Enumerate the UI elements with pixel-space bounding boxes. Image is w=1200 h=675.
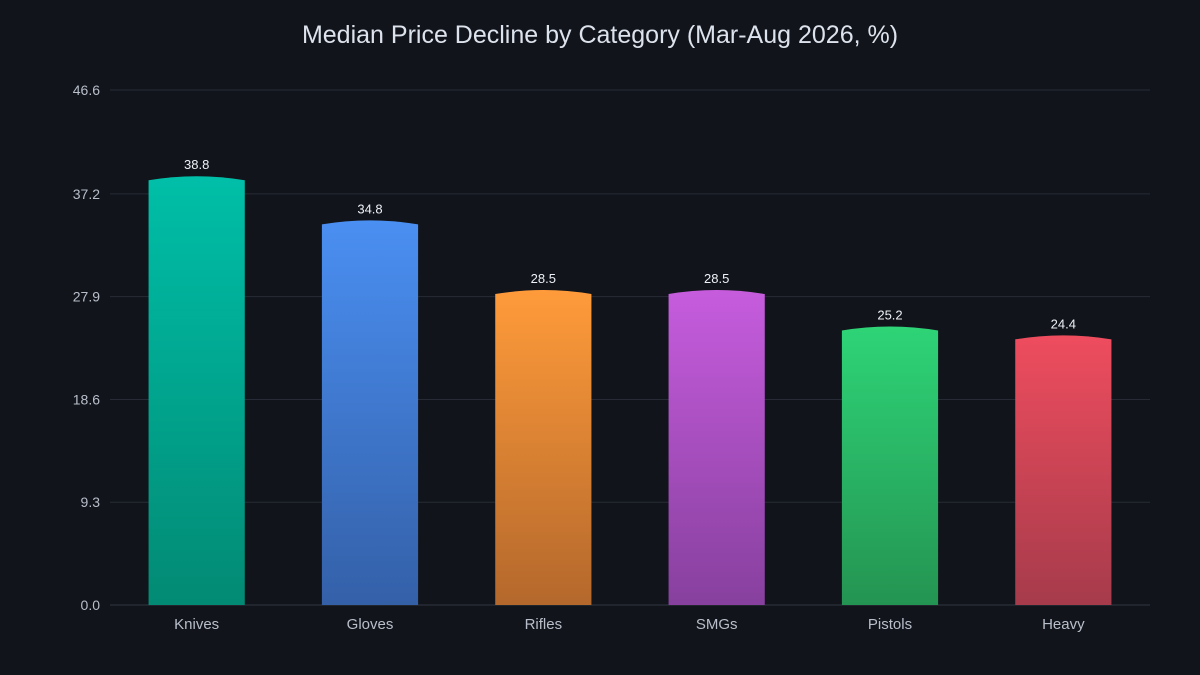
bar-gloves	[321, 220, 419, 606]
chart-title: Median Price Decline by Category (Mar-Au…	[302, 21, 898, 49]
x-tick-label: Rifles	[525, 616, 563, 633]
data-label: 25.2	[877, 308, 902, 323]
y-tick-label: 27.9	[73, 289, 100, 305]
data-label: 34.8	[357, 201, 382, 216]
x-axis-ticks: Knives Gloves Rifles SMGs Pistols Heavy	[174, 616, 1085, 633]
y-tick-label: 37.2	[73, 186, 100, 202]
data-label: 28.5	[531, 271, 556, 286]
y-tick-label: 18.6	[73, 391, 100, 407]
y-tick-label: 9.3	[81, 494, 101, 510]
gridlines	[110, 89, 1150, 606]
bar-rifles	[495, 290, 592, 605]
bar-pistols	[841, 326, 939, 605]
data-label: 28.5	[704, 271, 729, 286]
bar-heavy	[1015, 335, 1112, 605]
bar-knives	[148, 176, 245, 605]
x-tick-label: Knives	[174, 616, 219, 633]
data-labels: 38.8 34.8 28.5 28.5 25.2 24.4	[184, 157, 1076, 331]
x-tick-label: SMGs	[696, 616, 738, 633]
bar-smgs	[668, 290, 765, 605]
x-tick-label: Pistols	[868, 616, 912, 633]
data-label: 38.8	[184, 157, 209, 172]
y-tick-label: 46.6	[73, 82, 100, 98]
bars	[148, 176, 1112, 606]
data-label: 24.4	[1051, 316, 1076, 331]
y-tick-label: 0.0	[81, 597, 101, 613]
y-axis-ticks: 0.0 9.3 18.6 27.9 37.2 46.6	[73, 82, 100, 613]
x-tick-label: Gloves	[347, 616, 394, 633]
x-tick-label: Heavy	[1042, 616, 1085, 633]
